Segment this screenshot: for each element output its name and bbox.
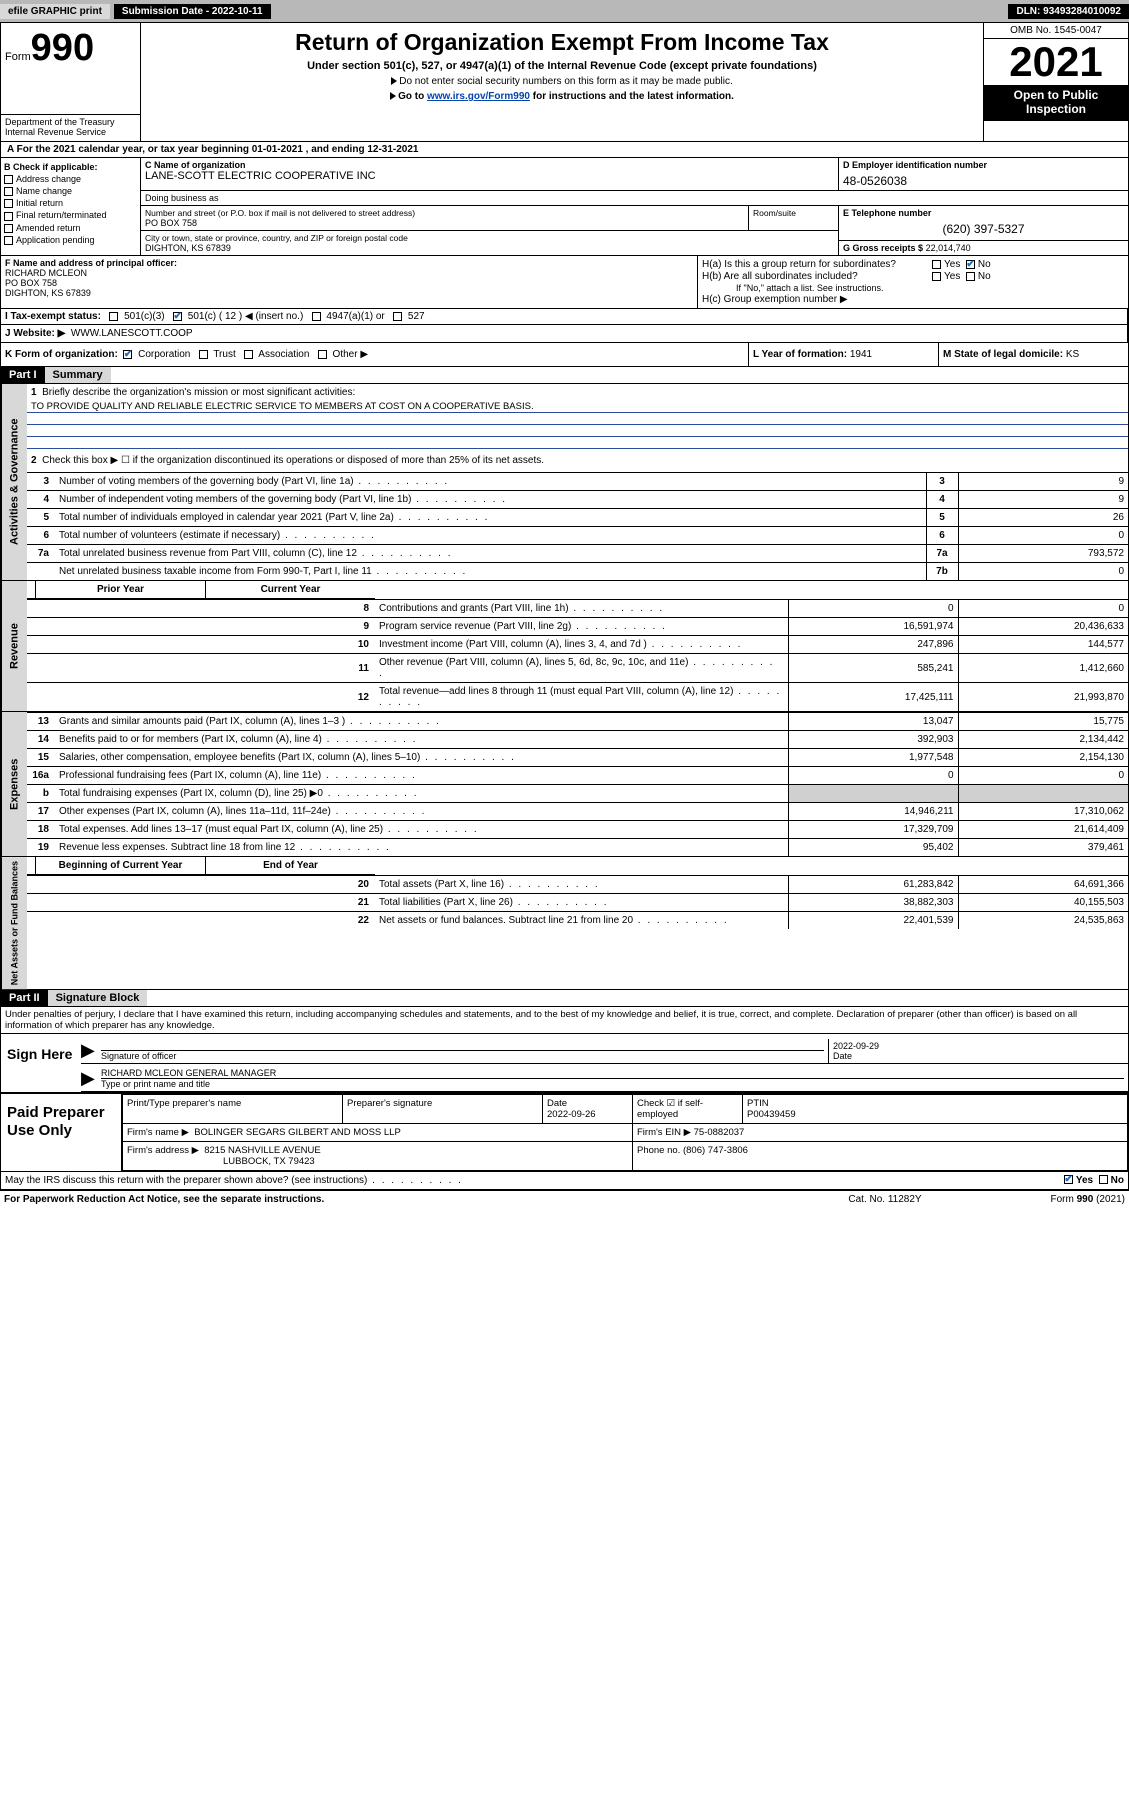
- section-b-checkboxes: B Check if applicable: Address change Na…: [1, 158, 141, 255]
- chk-assoc[interactable]: [244, 350, 253, 359]
- org-name: C Name of organization LANE-SCOTT ELECTR…: [141, 158, 838, 190]
- form-header: Form990 Department of the Treasury Inter…: [1, 23, 1128, 142]
- may-discuss-row: May the IRS discuss this return with the…: [1, 1171, 1128, 1189]
- label-revenue: Revenue: [1, 581, 27, 711]
- chk-other[interactable]: [318, 350, 327, 359]
- label-expenses: Expenses: [1, 712, 27, 856]
- sign-arrow-icon: ▶: [81, 1040, 97, 1063]
- chk-name-change[interactable]: Name change: [4, 186, 137, 196]
- mission-text: TO PROVIDE QUALITY AND RELIABLE ELECTRIC…: [27, 401, 1128, 413]
- header-sub2: Do not enter social security numbers on …: [149, 76, 975, 87]
- chk-501c3[interactable]: [109, 312, 118, 321]
- paid-preparer-label: Paid Preparer Use Only: [1, 1094, 121, 1171]
- telephone: E Telephone number (620) 397-5327: [839, 206, 1128, 241]
- principal-officer: F Name and address of principal officer:…: [1, 256, 698, 308]
- label-net-assets: Net Assets or Fund Balances: [1, 857, 27, 989]
- open-to-public: Open to Public Inspection: [984, 85, 1128, 121]
- h-a-no[interactable]: [966, 260, 975, 269]
- may-no[interactable]: [1099, 1175, 1108, 1184]
- ein-block: D Employer identification number 48-0526…: [838, 158, 1128, 190]
- label-activities-governance: Activities & Governance: [1, 384, 27, 580]
- chk-application-pending[interactable]: Application pending: [4, 235, 137, 245]
- instructions-link[interactable]: www.irs.gov/Form990: [427, 91, 530, 102]
- header-sub3: Go to www.irs.gov/Form990 for instructio…: [149, 91, 975, 102]
- chk-initial-return[interactable]: Initial return: [4, 198, 137, 208]
- h-b-no[interactable]: [966, 272, 975, 281]
- chk-501c[interactable]: [173, 312, 182, 321]
- header-sub1: Under section 501(c), 527, or 4947(a)(1)…: [149, 60, 975, 72]
- form-number: Form990: [5, 27, 136, 70]
- row-a-tax-year: A For the 2021 calendar year, or tax yea…: [1, 142, 1128, 158]
- chk-address-change[interactable]: Address change: [4, 174, 137, 184]
- form-of-org: K Form of organization: Corporation Trus…: [1, 343, 748, 366]
- omb-number: OMB No. 1545-0047: [984, 23, 1128, 39]
- net-assets-table: Beginning of Current YearEnd of Year 20T…: [27, 857, 1128, 929]
- city-state-zip: City or town, state or province, country…: [141, 231, 838, 255]
- room-suite: Room/suite: [748, 206, 838, 230]
- expenses-table: 13Grants and similar amounts paid (Part …: [27, 712, 1128, 856]
- tax-exempt-status: I Tax-exempt status: 501(c)(3) 501(c) ( …: [1, 309, 1128, 324]
- part1-title: Summary: [45, 367, 111, 383]
- h-a-yes[interactable]: [932, 260, 941, 269]
- h-b-yes[interactable]: [932, 272, 941, 281]
- part2-header: Part II: [1, 990, 48, 1006]
- gross-receipts: G Gross receipts $ 22,014,740: [839, 241, 1128, 255]
- officer-name-field: RICHARD MCLEON GENERAL MANAGER Type or p…: [97, 1066, 1128, 1091]
- dln: DLN: 93493284010092: [1008, 4, 1129, 19]
- governance-table: 3Number of voting members of the governi…: [27, 472, 1128, 580]
- chk-amended-return[interactable]: Amended return: [4, 223, 137, 233]
- topbar: efile GRAPHIC print Submission Date - 20…: [0, 0, 1129, 22]
- treasury-dept: Department of the Treasury Internal Reve…: [1, 114, 140, 141]
- chk-trust[interactable]: [199, 350, 208, 359]
- street-address: Number and street (or P.O. box if mail i…: [141, 206, 748, 230]
- part1-header: Part I: [1, 367, 45, 383]
- dba: Doing business as: [141, 191, 1128, 206]
- chk-527[interactable]: [393, 312, 402, 321]
- chk-final-return[interactable]: Final return/terminated: [4, 210, 137, 220]
- year-formation: L Year of formation: 1941: [748, 343, 938, 366]
- tax-year: 2021: [984, 39, 1128, 85]
- signature-intro: Under penalties of perjury, I declare th…: [1, 1007, 1128, 1034]
- efile-print-button[interactable]: efile GRAPHIC print: [0, 4, 110, 19]
- chk-corp[interactable]: [123, 350, 132, 359]
- revenue-table: Prior YearCurrent Year 8Contributions an…: [27, 581, 1128, 711]
- website: J Website: ▶ WWW.LANESCOTT.COOP: [1, 325, 1128, 342]
- sign-arrow-icon: ▶: [81, 1068, 97, 1091]
- page-footer: For Paperwork Reduction Act Notice, see …: [0, 1190, 1129, 1208]
- preparer-table: Print/Type preparer's name Preparer's si…: [122, 1094, 1128, 1171]
- part2-title: Signature Block: [48, 990, 148, 1006]
- officer-sign-date: 2022-09-29 Date: [828, 1039, 1128, 1063]
- section-h: H(a) Is this a group return for subordin…: [698, 256, 1128, 308]
- sign-here-label: Sign Here: [1, 1034, 81, 1092]
- submission-date: Submission Date - 2022-10-11: [114, 4, 271, 19]
- officer-signature-field[interactable]: Signature of officer: [97, 1034, 828, 1063]
- chk-4947[interactable]: [312, 312, 321, 321]
- form-990: Form990 Department of the Treasury Inter…: [0, 22, 1129, 1190]
- state-domicile: M State of legal domicile: KS: [938, 343, 1128, 366]
- may-yes[interactable]: [1064, 1175, 1073, 1184]
- form-title: Return of Organization Exempt From Incom…: [149, 29, 975, 56]
